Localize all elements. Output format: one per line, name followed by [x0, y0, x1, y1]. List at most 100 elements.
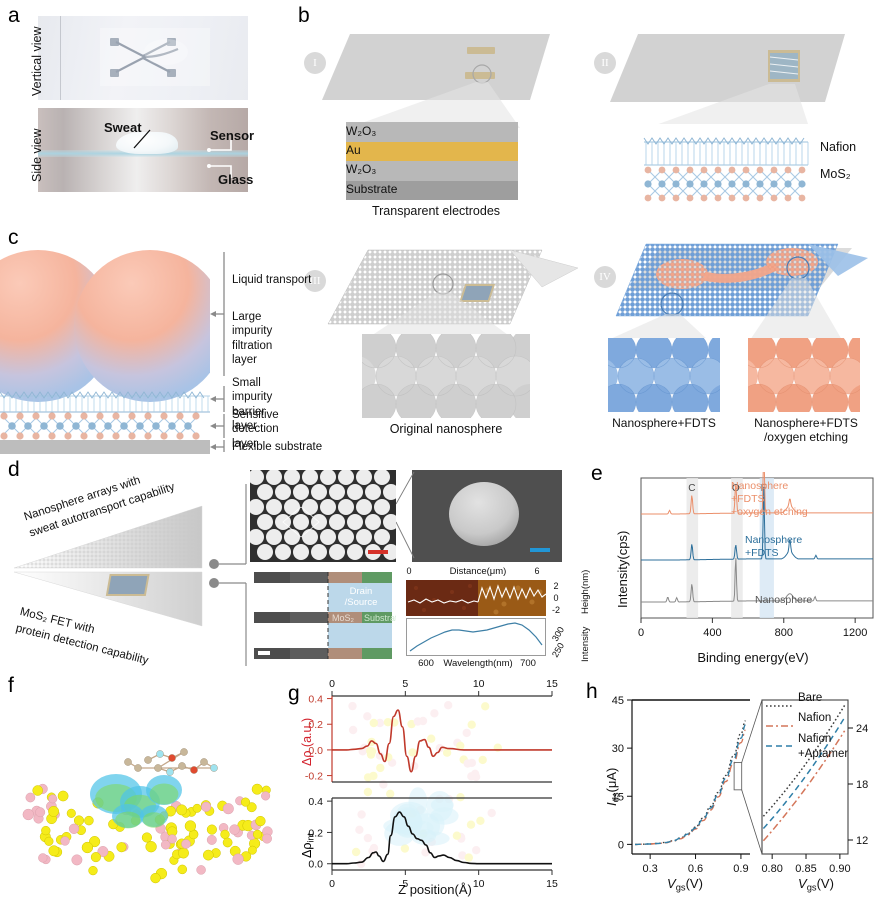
atom-sulfur — [145, 841, 157, 853]
atom-sulfur — [176, 804, 188, 816]
transfer-curve-Nafion — [634, 729, 746, 846]
atom-molybdenum — [229, 824, 240, 835]
inset-curve-Nafion+Aptamer — [762, 717, 846, 830]
svg-text:0: 0 — [329, 878, 335, 890]
panel-f: f — [0, 670, 290, 903]
atom-sulfur — [73, 815, 85, 826]
svg-text:800: 800 — [775, 627, 793, 639]
stack-layer-w2o3-bottom: W₂O₃ — [346, 162, 377, 176]
sweat-annotation: Sweat — [104, 120, 142, 135]
atom-molybdenum — [222, 803, 234, 815]
panel-g-xlabel: Z position(Å) — [398, 882, 472, 897]
molecule-atom — [134, 764, 142, 772]
panel-b-label: b — [298, 4, 310, 27]
panel-b: b I W₂O₃ Au W₂O₃ Substrate — [290, 0, 885, 460]
atom-molybdenum — [232, 853, 244, 865]
roman-badge-ii: II — [594, 52, 616, 74]
atom-molybdenum — [68, 823, 80, 834]
pl-xtick-600: 600 — [418, 658, 434, 669]
sem-label-substrate: Substrate — [364, 613, 396, 623]
xps-curve-1 — [641, 486, 873, 561]
zoom-region-rect — [733, 762, 743, 791]
atom-molybdenum — [261, 791, 271, 801]
nafion-mos2-lattice — [640, 124, 812, 202]
panel-b-step-1: I W₂O₃ Au W₂O₃ Substrate — [290, 12, 585, 222]
molecule-atom — [190, 766, 198, 774]
panel-e-series-label-2: Nanosphere — [755, 594, 813, 606]
glass-annotation: Glass — [218, 172, 254, 187]
panel-d: d Nanosphere arrays with sweat autotrans… — [0, 458, 591, 670]
pl-xlabel: Wavelength(nm) — [443, 658, 513, 669]
panel-h-legend-bare: Bare — [798, 692, 823, 704]
atom-sulfur — [192, 803, 202, 813]
curve-delta-rho-int — [332, 811, 552, 865]
panel-g-label: g — [288, 682, 300, 705]
afm-ytick-neg2: -2 — [551, 605, 560, 615]
svg-text:12: 12 — [856, 835, 868, 847]
sem-label-mos2: MoS₂ — [332, 613, 354, 623]
afm-xlabel: Distance(μm) — [449, 566, 507, 577]
atom-sulfur — [252, 829, 263, 839]
stack-layer-w2o3-top: W₂O₃ — [346, 124, 377, 138]
panel-e-xlabel: Binding energy(eV) — [697, 650, 809, 665]
svg-text:15: 15 — [546, 878, 558, 890]
svg-text:0: 0 — [329, 678, 335, 690]
svg-text:0.4: 0.4 — [308, 796, 323, 808]
panel-b-step-3: III — [290, 232, 585, 447]
svg-text:0.9: 0.9 — [733, 863, 748, 875]
nanosphere-fdts-zoom — [608, 338, 720, 412]
svg-text:15: 15 — [612, 791, 624, 803]
stack-layer-substrate: Substrate — [346, 182, 398, 196]
panel-c: c — [0, 226, 322, 458]
svg-text:0.80: 0.80 — [761, 863, 782, 875]
side-view-label: Side view — [30, 128, 44, 183]
transfer-curve-Nafion+Aptamer — [634, 724, 746, 846]
inset-curve-Nafion — [762, 730, 846, 842]
molecule-atom — [178, 762, 186, 770]
atom-sulfur — [90, 852, 101, 863]
roman-badge-i: I — [304, 52, 326, 74]
svg-text:15: 15 — [546, 678, 558, 690]
atom-molybdenum — [35, 807, 46, 818]
panel-e-series-label-1: Nanosphere +FDTS — [745, 534, 803, 560]
molecule-atom — [156, 750, 164, 758]
atom-molybdenum — [262, 833, 272, 844]
atom-molybdenum — [22, 808, 34, 821]
atom-sulfur — [255, 815, 266, 827]
atom-sulfur — [88, 865, 98, 876]
svg-text:18: 18 — [856, 779, 868, 791]
molecule-atom — [124, 758, 132, 766]
pl-ytick-300: 300 — [550, 624, 567, 643]
svg-text:30: 30 — [612, 743, 624, 755]
nanosphere-fdts-oxygen-zoom — [748, 338, 860, 412]
svg-text:0.85: 0.85 — [795, 863, 816, 875]
atom-sulfur — [41, 825, 51, 836]
molecule-atom — [154, 764, 162, 772]
sem-nanosphere-array — [250, 470, 396, 562]
svg-text:0.4: 0.4 — [308, 694, 323, 706]
layer-label-liquid-transport: Liquid transport — [232, 274, 312, 286]
atom-sulfur — [247, 845, 257, 855]
atom-sulfur — [251, 783, 263, 795]
atom-sulfur — [246, 802, 257, 813]
atom-sulfur — [240, 797, 251, 807]
panel-h-ylabel: Ids(μA) — [604, 767, 621, 806]
atom-molybdenum — [60, 836, 70, 846]
atom-molybdenum — [25, 792, 36, 803]
layer-label-large-impurity: Large impurity filtration layer — [232, 311, 273, 367]
molecule-atom — [144, 756, 152, 764]
panel-d-label: d — [8, 458, 20, 481]
molecule-atom — [200, 758, 208, 766]
molecule-atom — [168, 754, 176, 762]
atom-sulfur — [202, 849, 214, 861]
molecule-atom — [210, 764, 218, 772]
curve-delta-rho — [332, 709, 552, 773]
panel-e-series-label-0: Nanosphere +FDTS +oxygen etching — [731, 480, 808, 519]
svg-text:-0.2: -0.2 — [305, 771, 323, 783]
svg-text:0.2: 0.2 — [308, 827, 323, 839]
pl-spectrum-plot: 600 Wavelength(nm) 700 300 250 Intensity — [404, 618, 591, 669]
pl-ytick-250: 250 — [550, 640, 567, 659]
svg-text:45: 45 — [612, 695, 624, 707]
svg-text:10: 10 — [473, 678, 485, 690]
svg-text:5: 5 — [402, 878, 408, 890]
